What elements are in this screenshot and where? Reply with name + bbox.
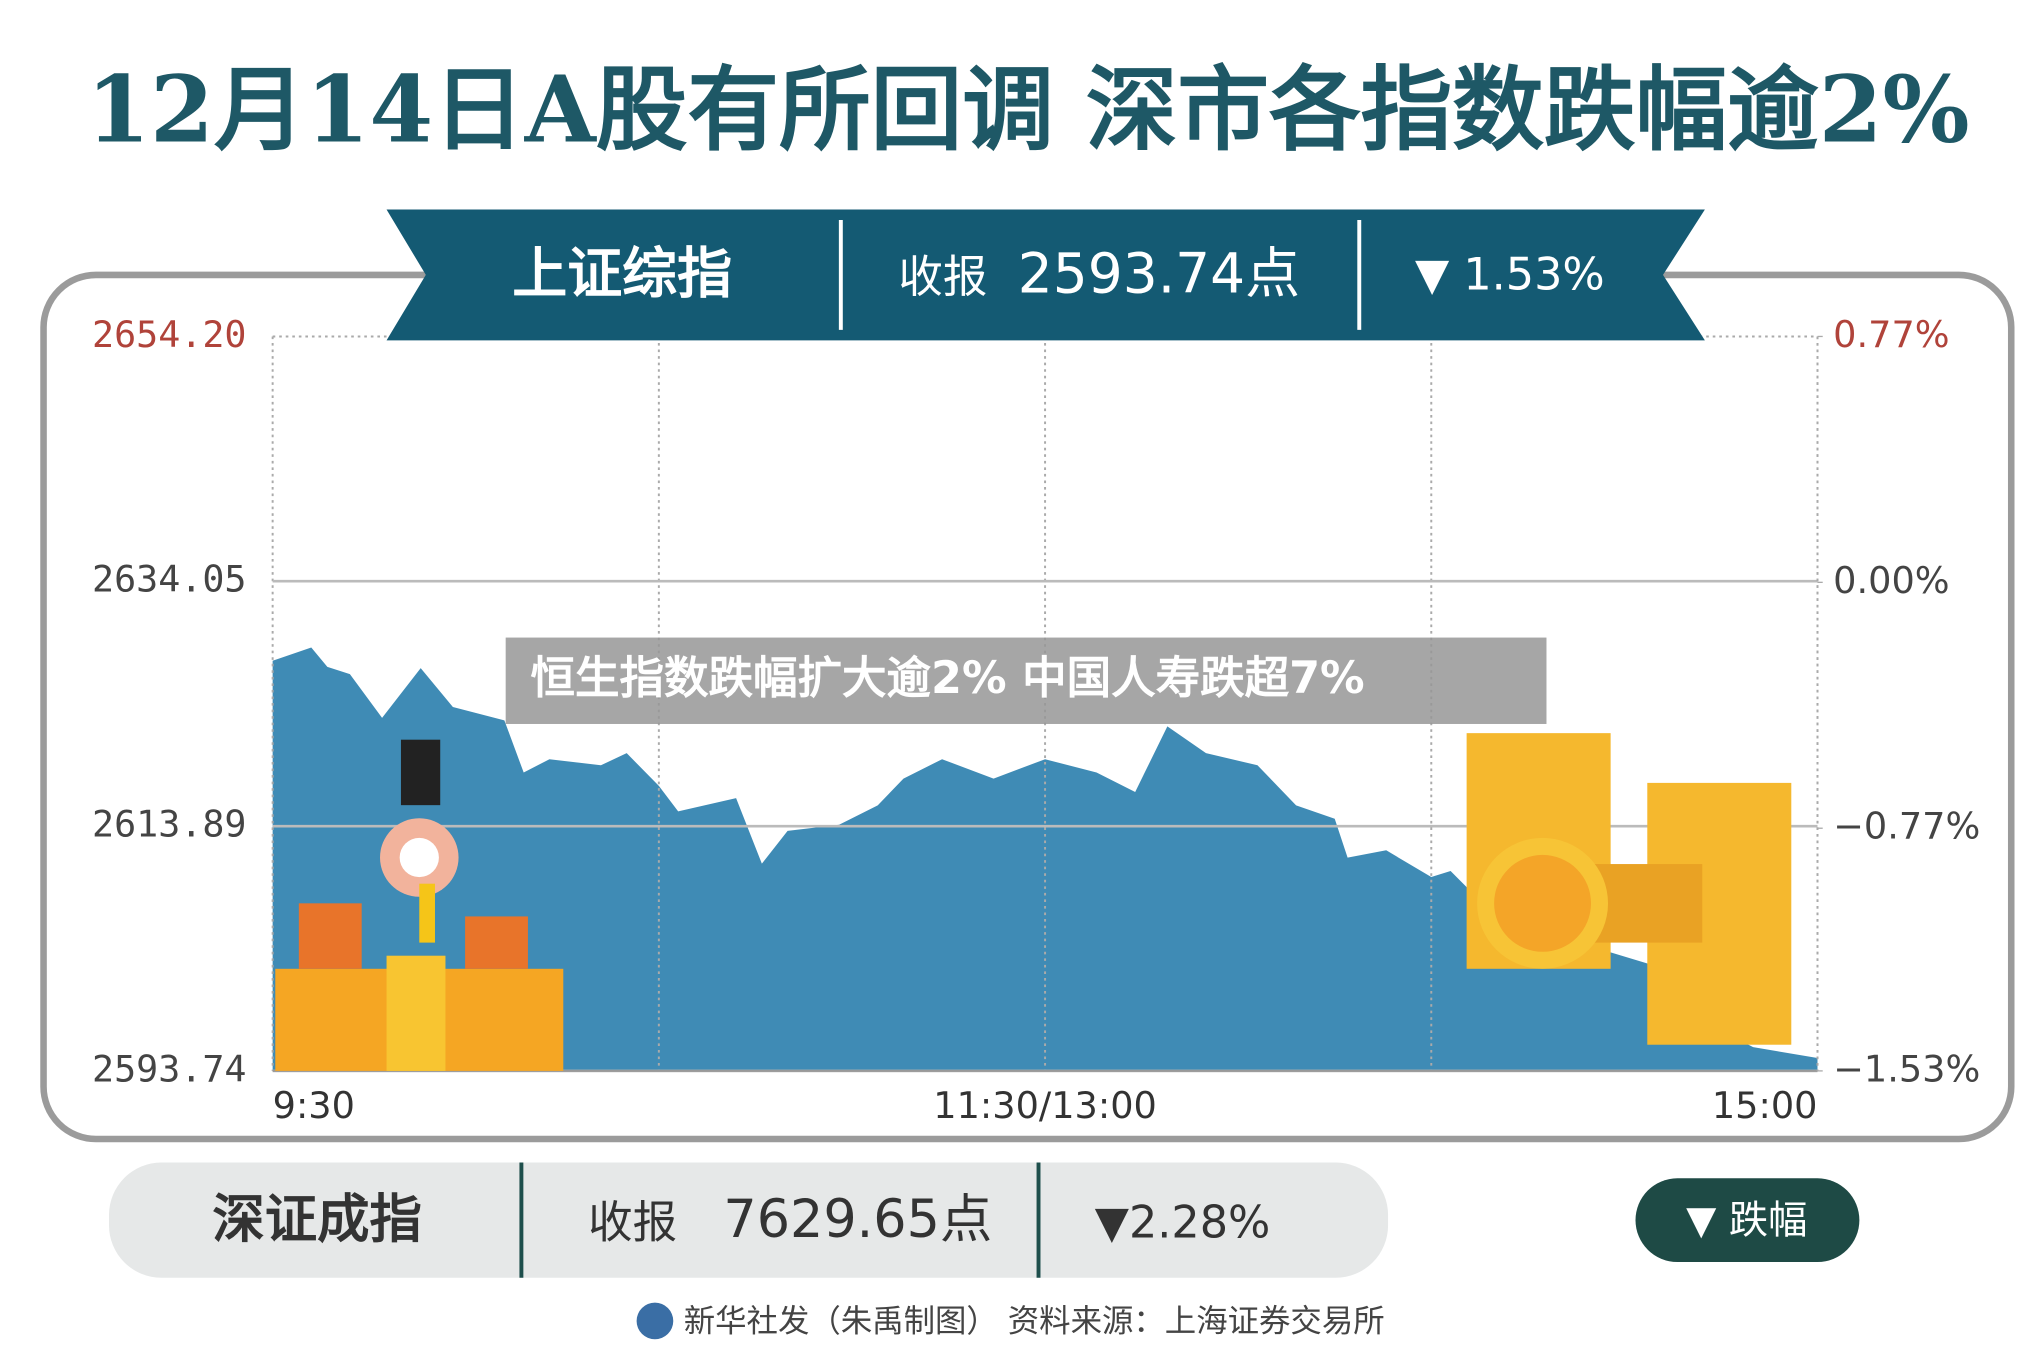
bottom-panel [109,1162,1389,1278]
banner-close-label: 收报 [898,252,987,303]
banner-close: 2593.74点 [1018,242,1300,306]
bottom-name: 深证成指 [212,1189,421,1250]
logo [636,1302,674,1340]
x-tick-label: 11:30/13:00 [933,1084,1157,1127]
overlay-box [505,637,1547,724]
bottom-change: ▼2.28% [1095,1197,1271,1248]
bottom-close: 7629.65点 [723,1189,992,1250]
y2-tick-label: −0.77% [1833,805,1980,848]
decor-coins-left [275,739,564,1071]
overlay-text: 恒生指数跌幅扩大逾2% 中国人寿跌超7% [531,653,1365,704]
banner [386,209,1705,341]
y-tick-label: 2613.89 [92,803,246,846]
y-tick-label: 2634.05 [92,558,246,601]
decor-coins-right [1466,733,1792,1045]
banner-change: ▼ 1.53% [1415,250,1605,301]
banner-name: 上证综指 [512,242,732,306]
y2-tick-label: −1.53% [1833,1047,1980,1090]
x-tick-label: 15:00 [1712,1084,1818,1127]
y-tick-label: 2654.20 [92,313,246,356]
y2-tick-label: 0.00% [1833,559,1949,602]
x-tick-label: 9:30 [273,1084,355,1127]
y-tick-label: 2593.74 [92,1047,246,1090]
title: 12月14日A股有所回调 深市各指数跌幅逾2% [86,56,1969,164]
bottom-close-label: 收报 [588,1197,677,1248]
legend-button [1635,1178,1860,1263]
footer: 新华社发（朱禹制图） 资料来源：上海证券交易所 [684,1303,1385,1339]
legend-button-label: ▼ 跌幅 [1686,1198,1807,1243]
y2-tick-label: 0.77% [1833,313,1949,356]
